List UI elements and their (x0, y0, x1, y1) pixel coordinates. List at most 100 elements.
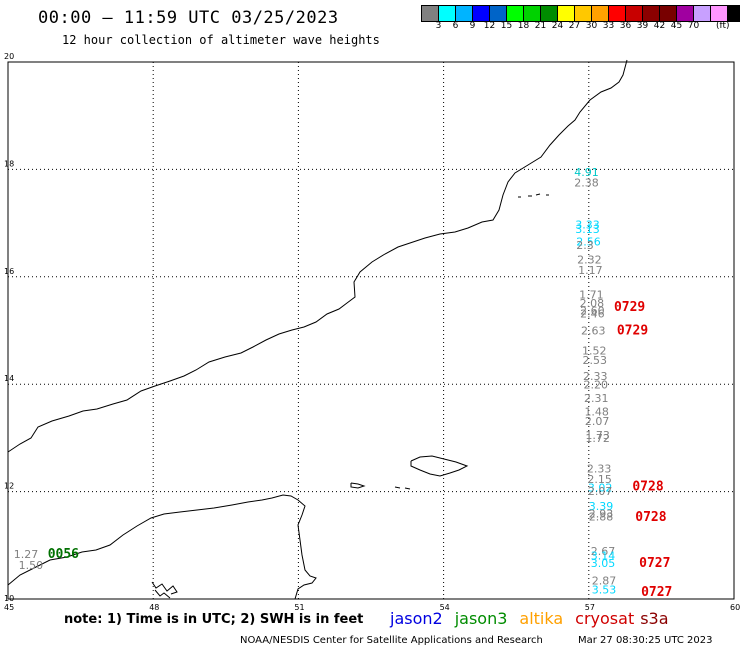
map-subtitle: 12 hour collection of altimeter wave hei… (62, 33, 380, 47)
color-scale-tick: 21 (534, 21, 547, 31)
color-swatch (609, 6, 626, 21)
color-swatch (456, 6, 473, 21)
wave-height-label: 2.07 (585, 415, 610, 428)
wave-height-label: 1.27 (14, 548, 39, 561)
color-scale-tick: 70 (687, 21, 700, 31)
color-swatch (677, 6, 694, 21)
wave-height-label: 4.91 (574, 166, 599, 179)
kuria-muria-islands (518, 193, 549, 198)
color-swatch (592, 6, 609, 21)
wave-height-label: 2.08 (580, 297, 605, 310)
color-swatch (626, 6, 643, 21)
longitude-tick-label: 51 (294, 603, 304, 612)
wave-height-label: 2.07 (588, 485, 613, 498)
longitude-tick-label: 57 (585, 603, 595, 612)
legend-cryosat: cryosat (575, 609, 635, 628)
color-swatch (558, 6, 575, 21)
footer-timestamp: Mar 27 08:30:25 UTC 2023 (578, 635, 713, 646)
color-scale-tick: 6 (452, 21, 459, 31)
color-scale-tick: 15 (500, 21, 513, 31)
color-swatch (728, 6, 740, 21)
wave-height-label: 2.33 (587, 462, 612, 475)
units-note: note: 1) Time is in UTC; 2) SWH is in fe… (64, 612, 364, 627)
color-swatch (473, 6, 490, 21)
color-scale-tick: 24 (551, 21, 564, 31)
pass-time-label: 0727 (639, 556, 670, 571)
color-swatch (660, 6, 677, 21)
wave-height-label: 2.87 (592, 575, 617, 588)
wave-height-label: 2.88 (589, 511, 614, 524)
wave-height-label: 3.33 (575, 218, 600, 231)
wave-height-label: 2.3 (576, 239, 594, 252)
wave-height-label: 3.13 (575, 223, 600, 236)
wave-height-label: 1.48 (584, 405, 609, 418)
pass-time-label: 0728 (635, 510, 666, 525)
wave-height-label: 3.14 (591, 549, 616, 562)
somalia-coastline (7, 494, 317, 600)
latitude-tick-label: 12 (4, 482, 14, 491)
wave-height-label: 2.63 (581, 324, 606, 337)
color-scale-unit: (ft) (716, 21, 730, 31)
wave-height-label: 1.73 (585, 429, 610, 442)
wave-height-label: 1.52 (582, 345, 607, 358)
wave-height-label: 3.39 (589, 500, 614, 513)
wave-height-label: 2.67 (591, 545, 616, 558)
pass-time-label: 0727 (641, 585, 672, 600)
legend-altika: altika (519, 609, 564, 628)
arabian-coastline (7, 59, 628, 453)
color-swatch (541, 6, 558, 21)
color-scale-tick: 3 (435, 21, 442, 31)
footer-credit: NOAA/NESDIS Center for Satellite Applica… (240, 635, 543, 646)
brothers-islands (394, 486, 411, 490)
color-swatch (524, 6, 541, 21)
latitude-tick-label: 16 (4, 267, 14, 276)
color-swatch (575, 6, 592, 21)
color-swatch (694, 6, 711, 21)
longitude-tick-label: 48 (149, 603, 159, 612)
wave-height-label: 2.38 (574, 177, 599, 190)
color-scale-tick: 9 (469, 21, 476, 31)
abd-al-kuri-island (350, 482, 366, 489)
wave-height-observations: 4.912.383.333.132.562.32.321.171.712.082… (14, 166, 616, 597)
pass-time-label: 0729 (617, 323, 648, 338)
map-frame (7, 61, 735, 600)
wave-height-label: 3.05 (591, 557, 616, 570)
color-scale-tick: 45 (670, 21, 683, 31)
legend-s3a: s3a (640, 609, 669, 628)
wave-height-label: 1.71 (579, 288, 604, 301)
wave-height-label: 1.72 (585, 432, 610, 445)
color-scale-tick: 30 (585, 21, 598, 31)
wave-height-label: 2.32 (577, 253, 602, 266)
pass-time-label: 0728 (632, 480, 663, 495)
satellite-legend: jason2 jason3 altika cryosat s3a (390, 609, 681, 628)
color-scale-tick: 12 (483, 21, 496, 31)
pass-time-label: 0056 (48, 547, 79, 562)
latitude-tick-label: 18 (4, 159, 14, 168)
axis-labels: 45 48 51 54 57 60 20 18 16 14 12 10 (4, 52, 740, 612)
graticule (8, 62, 734, 599)
latitude-tick-label: 10 (4, 594, 14, 603)
coastline (7, 59, 628, 600)
color-swatch (711, 6, 728, 21)
color-swatch (422, 6, 439, 21)
wave-height-label: 3.53 (592, 584, 617, 597)
color-swatch (507, 6, 524, 21)
color-scale-tick: 39 (636, 21, 649, 31)
legend-jason2: jason2 (390, 609, 443, 628)
color-swatch (643, 6, 660, 21)
longitude-tick-label: 54 (440, 603, 450, 612)
wave-height-label: 2.15 (587, 473, 612, 486)
wave-height-label: 2.31 (584, 392, 609, 405)
color-scale-tick: 33 (602, 21, 615, 31)
wave-height-label: 2.60 (580, 304, 605, 317)
pass-time-labels: 0729 0729 0728 0728 0727 0727 0056 (48, 300, 673, 600)
wave-height-label: 1.50 (19, 559, 44, 572)
wave-height-label: 1.17 (578, 264, 603, 277)
pass-time-label: 0729 (614, 300, 645, 315)
map-title: 00:00 – 11:59 UTC 03/25/2023 (38, 8, 339, 28)
color-scale-bar (421, 5, 740, 22)
longitude-tick-label: 45 (4, 603, 14, 612)
wave-height-label: 2.56 (576, 236, 601, 249)
wave-height-label: 2.33 (583, 370, 608, 383)
